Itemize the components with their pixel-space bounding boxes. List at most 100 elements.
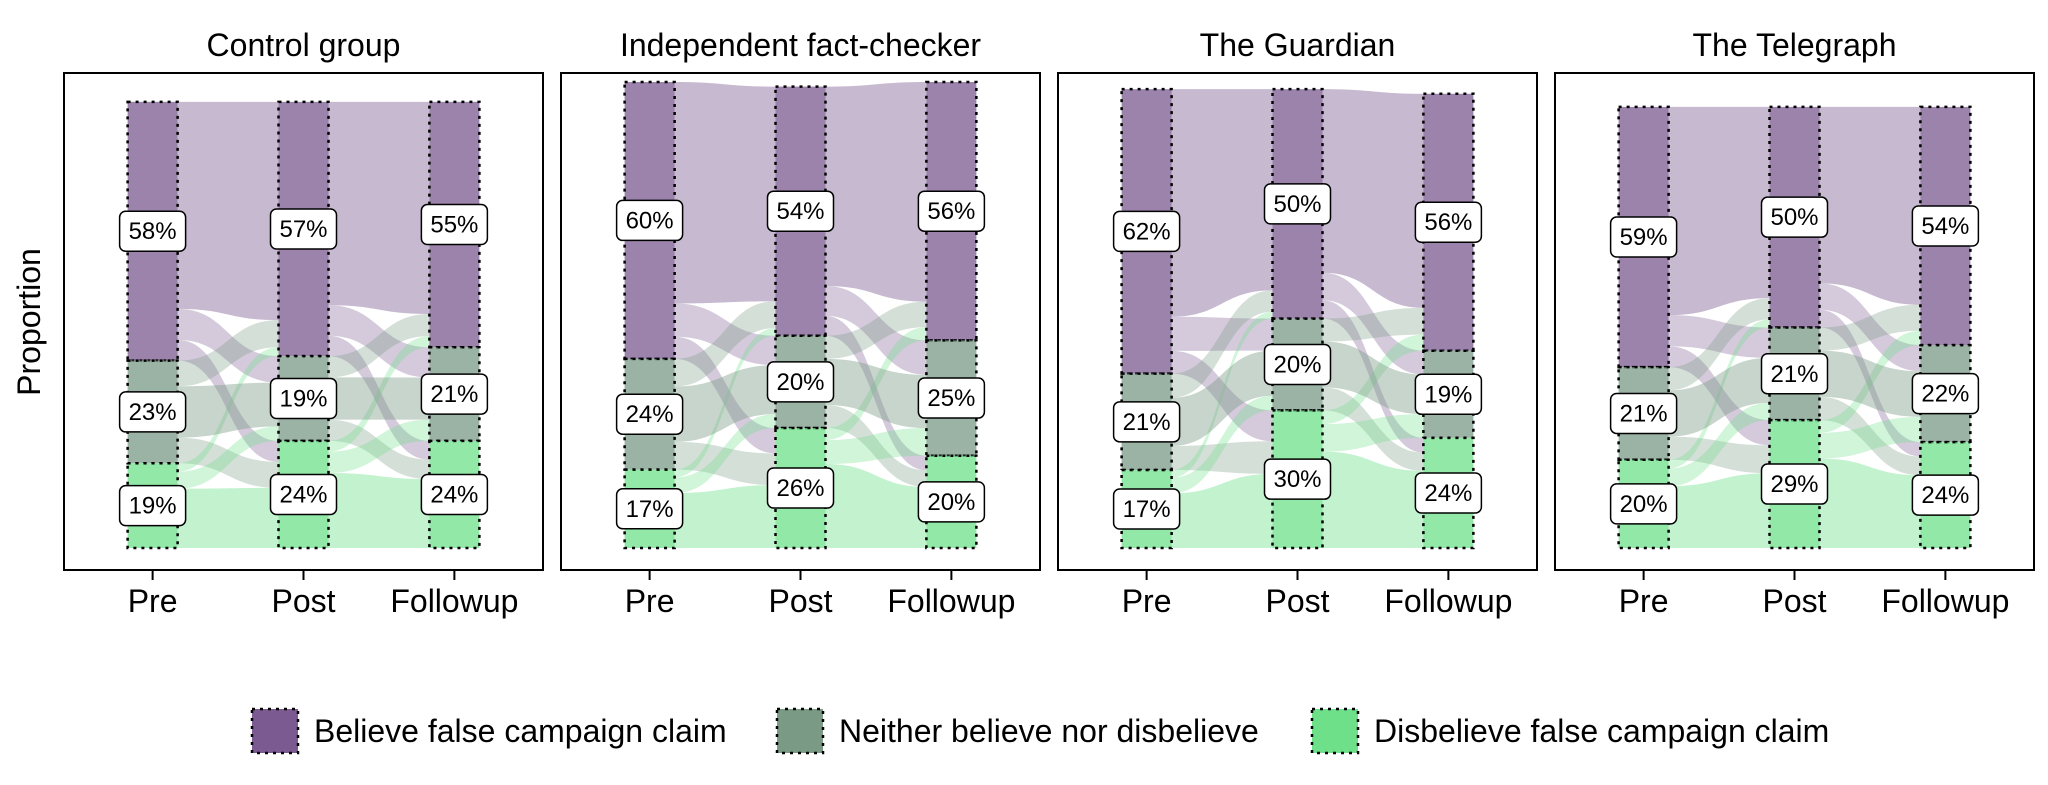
flow-disbelieve-to-neither [1668, 402, 1770, 487]
flow-believe-to-neither [1819, 283, 1921, 372]
pct-label-box [1911, 205, 1980, 247]
pct-label-believe: 54% [1911, 205, 1980, 247]
pct-label-text: 54% [1921, 213, 1969, 240]
flow-neither-to-disbelieve [825, 404, 927, 487]
flow-neither-to-neither [177, 382, 279, 438]
legend-item-neither: Neither believe nor disbelieve [775, 707, 1259, 755]
pct-label-disbelieve: 19% [118, 484, 187, 527]
pct-label-box [420, 473, 489, 516]
pct-label-text: 19% [129, 493, 177, 520]
flow-disbelieve-to-believe [1819, 330, 1921, 433]
stack-followup: 56% 19% 24% [1414, 92, 1483, 550]
flow-believe-to-believe [674, 82, 776, 304]
pct-label-text: 56% [927, 198, 975, 225]
panel: 60% 24% 17% 54% 20% 26% 56% 25% 20% Independent f… [560, 27, 1041, 619]
x-tick-label: Followup [1384, 583, 1512, 619]
flow-disbelieve-to-neither [1819, 416, 1921, 459]
flow-believe-to-believe [825, 82, 927, 302]
pct-label-text: 20% [1273, 351, 1321, 378]
pct-label-text: 50% [1273, 191, 1321, 218]
legend-swatch [250, 707, 300, 755]
flow-disbelieve-to-disbelieve [1322, 451, 1424, 548]
flow-believe-to-disbelieve [674, 336, 776, 454]
pct-label-box [1609, 392, 1678, 435]
flow-neither-to-believe [1171, 290, 1273, 398]
flows [1171, 89, 1273, 548]
pct-label-text: 56% [1424, 209, 1472, 236]
x-tick-label: Pre [625, 583, 675, 619]
flow-neither-to-neither [1668, 357, 1770, 437]
pct-label-box [1112, 401, 1181, 443]
flow-disbelieve-to-neither [1171, 395, 1273, 494]
pct-label-text: 59% [1620, 224, 1668, 251]
flow-neither-to-disbelieve [328, 419, 430, 480]
pct-label-text: 50% [1770, 204, 1818, 231]
legend-item-disbelieve: Disbelieve false campaign claim [1310, 707, 1829, 755]
pct-label-text: 21% [430, 381, 478, 408]
legend-swatch [775, 707, 825, 755]
flow-neither-to-believe [674, 301, 776, 387]
pct-label-disbelieve: 17% [615, 488, 684, 530]
pct-label-neither: 22% [1911, 372, 1980, 415]
pct-label-believe: 54% [766, 190, 835, 232]
panel: 62% 21% 17% 50% 20% 30% 56% 19% 24% The Guardian P… [1057, 27, 1538, 619]
pct-label-text: 19% [279, 386, 327, 413]
pct-label-believe: 56% [1414, 201, 1483, 243]
stack-followup: 54% 22% 24% [1911, 105, 1980, 550]
pct-label-text: 60% [626, 207, 674, 234]
x-tick-label: Pre [1619, 583, 1669, 619]
pct-label-text: 54% [776, 198, 824, 225]
pct-label-box [1414, 201, 1483, 243]
flow-believe-to-believe [328, 101, 430, 314]
pct-label-neither: 21% [420, 373, 489, 415]
pct-label-text: 20% [1620, 491, 1668, 518]
pct-label-box [269, 377, 338, 420]
pct-label-neither: 23% [118, 391, 187, 433]
pct-label-box [766, 467, 835, 509]
flow-neither-to-believe [1819, 304, 1921, 351]
legend: Believe false campaign claim Neither beli… [250, 707, 1829, 755]
pct-label-disbelieve: 24% [1414, 472, 1483, 514]
pct-label-text: 17% [626, 496, 674, 523]
stack-post: 57% 19% 24% [269, 100, 338, 550]
flow-disbelieve-to-disbelieve [825, 464, 927, 548]
panels: 58% 23% 19% 57% 19% 24% 55% 21% 24% Control group… [63, 27, 2035, 619]
pct-label-text: 19% [1424, 381, 1472, 408]
panel: 58% 23% 19% 57% 19% 24% 55% 21% 24% Control group… [63, 27, 544, 619]
legend-label: Believe false campaign claim [314, 713, 727, 749]
flows [177, 101, 279, 548]
flow-neither-to-neither [1171, 350, 1273, 446]
flow-disbelieve-to-disbelieve [1668, 473, 1770, 548]
pct-label-text: 20% [776, 369, 824, 396]
stack-followup: 56% 25% 20% [917, 80, 986, 550]
legend-item-believe: Believe false campaign claim [250, 707, 727, 755]
x-tick-label: Post [1265, 583, 1329, 619]
flow-neither-to-believe [328, 313, 430, 378]
pct-label-neither: 21% [1112, 401, 1181, 443]
flow-disbelieve-to-believe [825, 327, 927, 441]
pct-label-box [1263, 343, 1332, 386]
pct-label-box [1263, 183, 1332, 225]
flow-believe-to-neither [1668, 315, 1770, 358]
pct-label-box [420, 373, 489, 415]
pct-label-box [615, 199, 684, 242]
flow-disbelieve-to-neither [674, 414, 776, 494]
pct-label-box [1263, 458, 1332, 500]
pct-label-believe: 58% [118, 210, 187, 252]
pct-label-text: 55% [430, 212, 478, 239]
flow-believe-to-disbelieve [825, 315, 927, 471]
pct-label-box [1609, 483, 1678, 525]
flow-believe-to-neither [1322, 272, 1424, 375]
pct-label-box [1911, 372, 1980, 415]
pct-label-neither: 21% [1609, 392, 1678, 435]
pct-label-text: 57% [279, 216, 327, 243]
flow-believe-to-disbelieve [1819, 309, 1921, 457]
pct-label-believe: 55% [420, 203, 489, 246]
pct-label-neither: 19% [1414, 373, 1483, 416]
pct-label-neither: 19% [269, 377, 338, 420]
pct-label-text: 21% [1620, 400, 1668, 427]
pct-label-box [1911, 474, 1980, 516]
flow-neither-to-neither [825, 358, 927, 429]
pct-label-text: 23% [129, 399, 177, 426]
flow-neither-to-believe [1668, 298, 1770, 391]
